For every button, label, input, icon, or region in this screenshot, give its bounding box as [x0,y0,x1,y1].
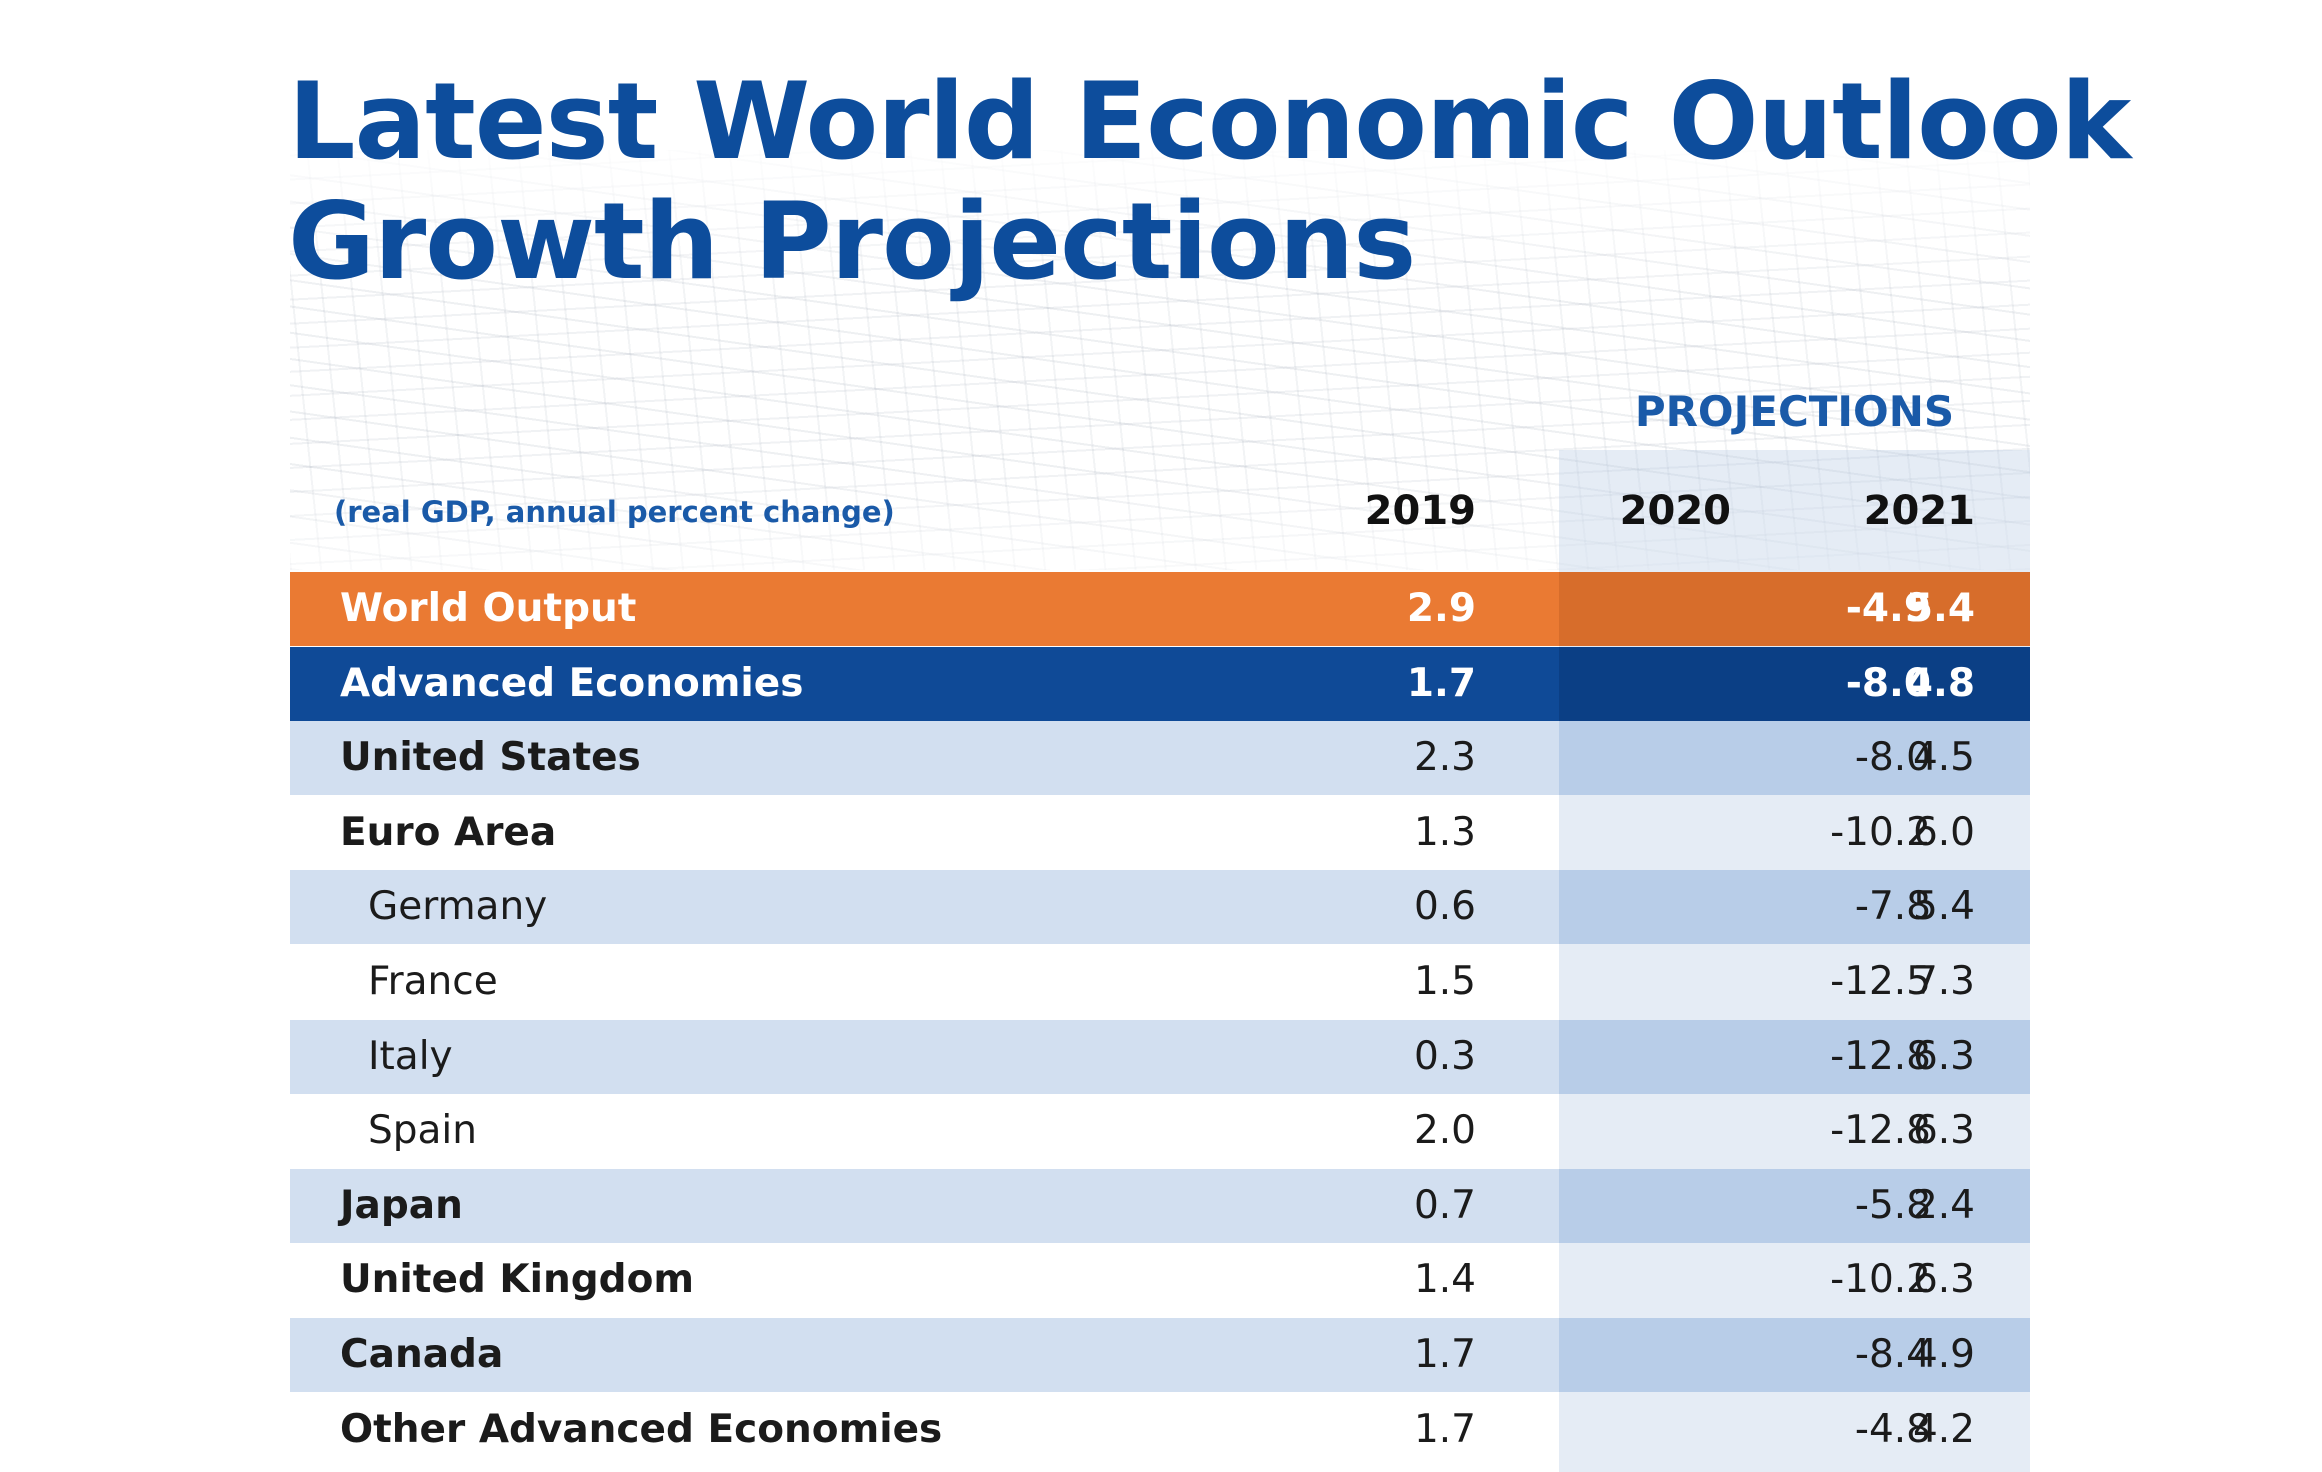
projection-cell-band [1559,572,2030,646]
row-label: Canada [340,1332,504,1377]
value-2021-text: 6.3 [1912,1257,1975,1303]
column-header-2021: 2021 [1863,488,1975,534]
table-row: United States 2.3 -8.0 4.5 [290,721,2030,796]
value-2020: -8.0 [1854,735,1931,781]
column-header-2020: 2020 [1619,488,1731,534]
value-2020: -8.4 [1854,1332,1931,1377]
row-label: Italy [368,1033,453,1079]
value-2020: -12.8 [1830,1033,1931,1079]
value-2019: 1.4 [1413,1257,1476,1303]
table-row: United Kingdom 1.4 -10.2 6.3 [290,1243,2030,1317]
value-2019: 1.5 [1413,959,1476,1004]
background-mesh [290,150,2030,570]
row-label: Advanced Economies [340,660,804,706]
value-2021-text: 6.0 [1912,809,1975,855]
column-header-2019: 2019 [1364,488,1476,534]
value-2019: 2.9 [1406,586,1476,631]
table-row: Japan 0.7 -5.8 2.4 [290,1168,2030,1243]
value-2021-text: 4.2 [1912,1406,1975,1452]
value-2021-text: 7.3 [1912,959,1975,1004]
value-2019: 1.7 [1406,660,1476,706]
row-label: United States [340,735,641,781]
value-2020: -12.8 [1830,1108,1931,1154]
projection-cell-band [1559,1019,2030,1094]
value-2021-text: 2.4 [1912,1182,1975,1228]
value-2019: 2.0 [1413,1108,1476,1154]
table-subtitle: (real GDP, annual percent change) [334,495,895,529]
value-2019: 1.7 [1413,1332,1476,1377]
row-label: World Output [340,586,637,631]
value-2019: 0.6 [1413,884,1476,930]
value-2021-text: 5.4 [1905,586,1975,631]
value-2021-text: 6.3 [1912,1033,1975,1079]
row-label: Japan [340,1182,463,1228]
value-2020: -4.9 [1845,586,1931,631]
page-title: Latest World Economic Outlook Growth Pro… [288,60,2131,303]
projection-cell-band [1559,1168,2030,1243]
table-row: France 1.5 -12.5 7.3 [290,945,2030,1019]
value-2021-text: 4.8 [1905,660,1975,706]
table-row: Advanced Economies 1.7 -8.0 4.8 [290,646,2030,721]
table-row: Euro Area 1.3 -10.2 6.0 [290,796,2030,870]
row-label: Germany [368,884,548,930]
value-2020: -12.5 [1830,959,1931,1004]
value-2021-text: 6.3 [1912,1108,1975,1154]
value-2019: 1.3 [1413,809,1476,855]
value-2021-text: 4.5 [1912,735,1975,781]
table-row: Canada 1.7 -8.4 4.9 [290,1318,2030,1392]
row-label: Other Advanced Economies [340,1406,943,1452]
value-2019: 1.7 [1413,1406,1476,1452]
value-2019: 0.7 [1413,1182,1476,1228]
value-2021-text: 4.9 [1912,1332,1975,1377]
table-row: Italy 0.3 -12.8 6.3 [290,1019,2030,1094]
row-label: France [368,959,498,1004]
value-2021-text: 5.4 [1912,884,1975,930]
projections-label: PROJECTIONS [1634,387,1955,436]
table-row: World Output 2.9 -4.9 5.4 [290,572,2030,646]
value-2020: -7.8 [1854,884,1931,930]
value-2020: -4.8 [1854,1406,1931,1452]
table-row: Germany 0.6 -7.8 5.4 [290,870,2030,945]
value-2020: -5.8 [1854,1182,1931,1228]
row-label: Euro Area [340,809,557,855]
title-line-2: Growth Projections [288,180,1416,303]
value-2020: -10.2 [1830,809,1931,855]
value-2019: 2.3 [1413,735,1476,781]
value-2020: -8.0 [1845,660,1931,706]
row-label: United Kingdom [340,1257,695,1303]
value-2019: 0.3 [1413,1033,1476,1079]
projection-cell-band [1559,1318,2030,1392]
row-label: Spain [368,1108,477,1154]
table-row: Other Advanced Economies 1.7 -4.8 4.2 [290,1393,2030,1467]
projection-cell-band [1559,721,2030,796]
value-2020: -10.2 [1830,1257,1931,1303]
projection-cell-band [1559,646,2030,721]
title-line-1: Latest World Economic Outlook [288,60,2131,183]
projection-cell-band [1559,870,2030,945]
table-row: Spain 2.0 -12.8 6.3 [290,1094,2030,1168]
